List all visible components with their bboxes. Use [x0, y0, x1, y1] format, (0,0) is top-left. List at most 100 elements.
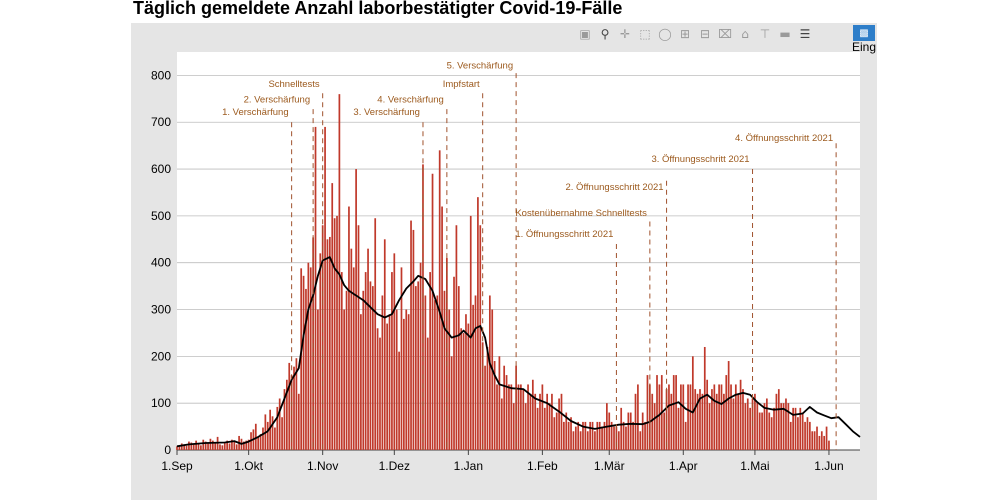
- bar[interactable]: [806, 417, 809, 450]
- bar[interactable]: [658, 384, 661, 450]
- bar[interactable]: [663, 412, 666, 450]
- bar[interactable]: [386, 323, 389, 450]
- bar[interactable]: [520, 384, 522, 450]
- bar[interactable]: [758, 412, 761, 450]
- bar[interactable]: [364, 272, 367, 450]
- bar[interactable]: [632, 421, 634, 450]
- bar[interactable]: [424, 295, 427, 450]
- bar[interactable]: [460, 328, 463, 450]
- bar[interactable]: [677, 407, 680, 450]
- bar[interactable]: [603, 421, 606, 450]
- bar[interactable]: [570, 417, 572, 450]
- bar[interactable]: [302, 275, 305, 450]
- bar[interactable]: [202, 439, 205, 450]
- bar[interactable]: [376, 328, 379, 450]
- bar[interactable]: [813, 431, 816, 450]
- zoom-in-icon[interactable]: ⊞: [679, 27, 691, 41]
- hover-closest-icon[interactable]: ▬: [779, 27, 791, 41]
- bar[interactable]: [403, 318, 405, 450]
- bar[interactable]: [414, 286, 417, 450]
- bar[interactable]: [598, 421, 601, 450]
- bar[interactable]: [789, 421, 792, 450]
- bar[interactable]: [455, 225, 458, 450]
- hover-compare-icon[interactable]: ☰: [799, 27, 811, 41]
- bar[interactable]: [355, 169, 357, 450]
- bar[interactable]: [472, 304, 474, 450]
- bar[interactable]: [720, 384, 723, 450]
- bar[interactable]: [617, 431, 620, 450]
- bar[interactable]: [214, 442, 217, 450]
- bar[interactable]: [331, 183, 334, 450]
- bar[interactable]: [691, 356, 694, 450]
- bar[interactable]: [579, 431, 582, 450]
- bar[interactable]: [517, 384, 520, 450]
- bar[interactable]: [527, 384, 529, 450]
- bar[interactable]: [687, 384, 689, 450]
- bar[interactable]: [670, 393, 673, 450]
- bar[interactable]: [438, 150, 441, 450]
- bar[interactable]: [352, 267, 355, 450]
- bar[interactable]: [190, 442, 193, 450]
- bar[interactable]: [371, 286, 374, 450]
- bar[interactable]: [512, 403, 515, 450]
- bar[interactable]: [766, 398, 768, 450]
- bar[interactable]: [653, 403, 656, 450]
- bar[interactable]: [262, 427, 264, 450]
- bar[interactable]: [613, 426, 615, 450]
- bar[interactable]: [620, 407, 623, 450]
- bar[interactable]: [231, 439, 233, 450]
- bar[interactable]: [727, 361, 730, 450]
- bar[interactable]: [479, 225, 482, 450]
- bar[interactable]: [777, 389, 780, 450]
- bar[interactable]: [441, 206, 443, 450]
- bar[interactable]: [684, 421, 687, 450]
- bar[interactable]: [226, 440, 229, 450]
- bar[interactable]: [185, 445, 188, 450]
- bar[interactable]: [374, 218, 377, 450]
- bar[interactable]: [794, 407, 797, 450]
- bar[interactable]: [398, 351, 400, 450]
- bar[interactable]: [804, 421, 806, 450]
- bar[interactable]: [379, 337, 381, 450]
- spike-lines-icon[interactable]: ⊤: [759, 27, 771, 41]
- bar[interactable]: [297, 393, 300, 450]
- bar[interactable]: [780, 403, 783, 450]
- bar[interactable]: [350, 248, 353, 450]
- bar[interactable]: [204, 441, 207, 450]
- bar[interactable]: [675, 375, 677, 450]
- bar[interactable]: [448, 309, 451, 450]
- bar[interactable]: [235, 444, 238, 450]
- bar[interactable]: [300, 268, 303, 450]
- bar[interactable]: [192, 444, 195, 450]
- bar[interactable]: [176, 446, 178, 450]
- bar[interactable]: [656, 375, 658, 450]
- bar[interactable]: [672, 375, 675, 450]
- bar[interactable]: [548, 403, 551, 450]
- home-icon[interactable]: ⌂: [741, 27, 749, 41]
- bar[interactable]: [429, 272, 431, 450]
- bar[interactable]: [730, 384, 732, 450]
- bar[interactable]: [610, 421, 613, 450]
- bar[interactable]: [283, 389, 286, 450]
- bar[interactable]: [754, 393, 756, 450]
- bar[interactable]: [369, 281, 372, 450]
- bar[interactable]: [400, 267, 403, 450]
- bar[interactable]: [383, 239, 386, 450]
- bar[interactable]: [787, 403, 790, 450]
- bar[interactable]: [732, 398, 735, 450]
- bar[interactable]: [491, 309, 494, 450]
- bar[interactable]: [360, 314, 362, 450]
- bar[interactable]: [563, 421, 565, 450]
- bar[interactable]: [245, 440, 248, 450]
- bar[interactable]: [668, 384, 670, 450]
- bar[interactable]: [305, 288, 307, 450]
- bar[interactable]: [259, 434, 262, 450]
- bar[interactable]: [209, 438, 212, 450]
- bar[interactable]: [271, 416, 274, 450]
- bar[interactable]: [522, 389, 525, 450]
- bar[interactable]: [742, 389, 744, 450]
- bar[interactable]: [307, 262, 310, 450]
- bar[interactable]: [419, 262, 422, 450]
- bar[interactable]: [443, 290, 446, 450]
- bar[interactable]: [694, 389, 697, 450]
